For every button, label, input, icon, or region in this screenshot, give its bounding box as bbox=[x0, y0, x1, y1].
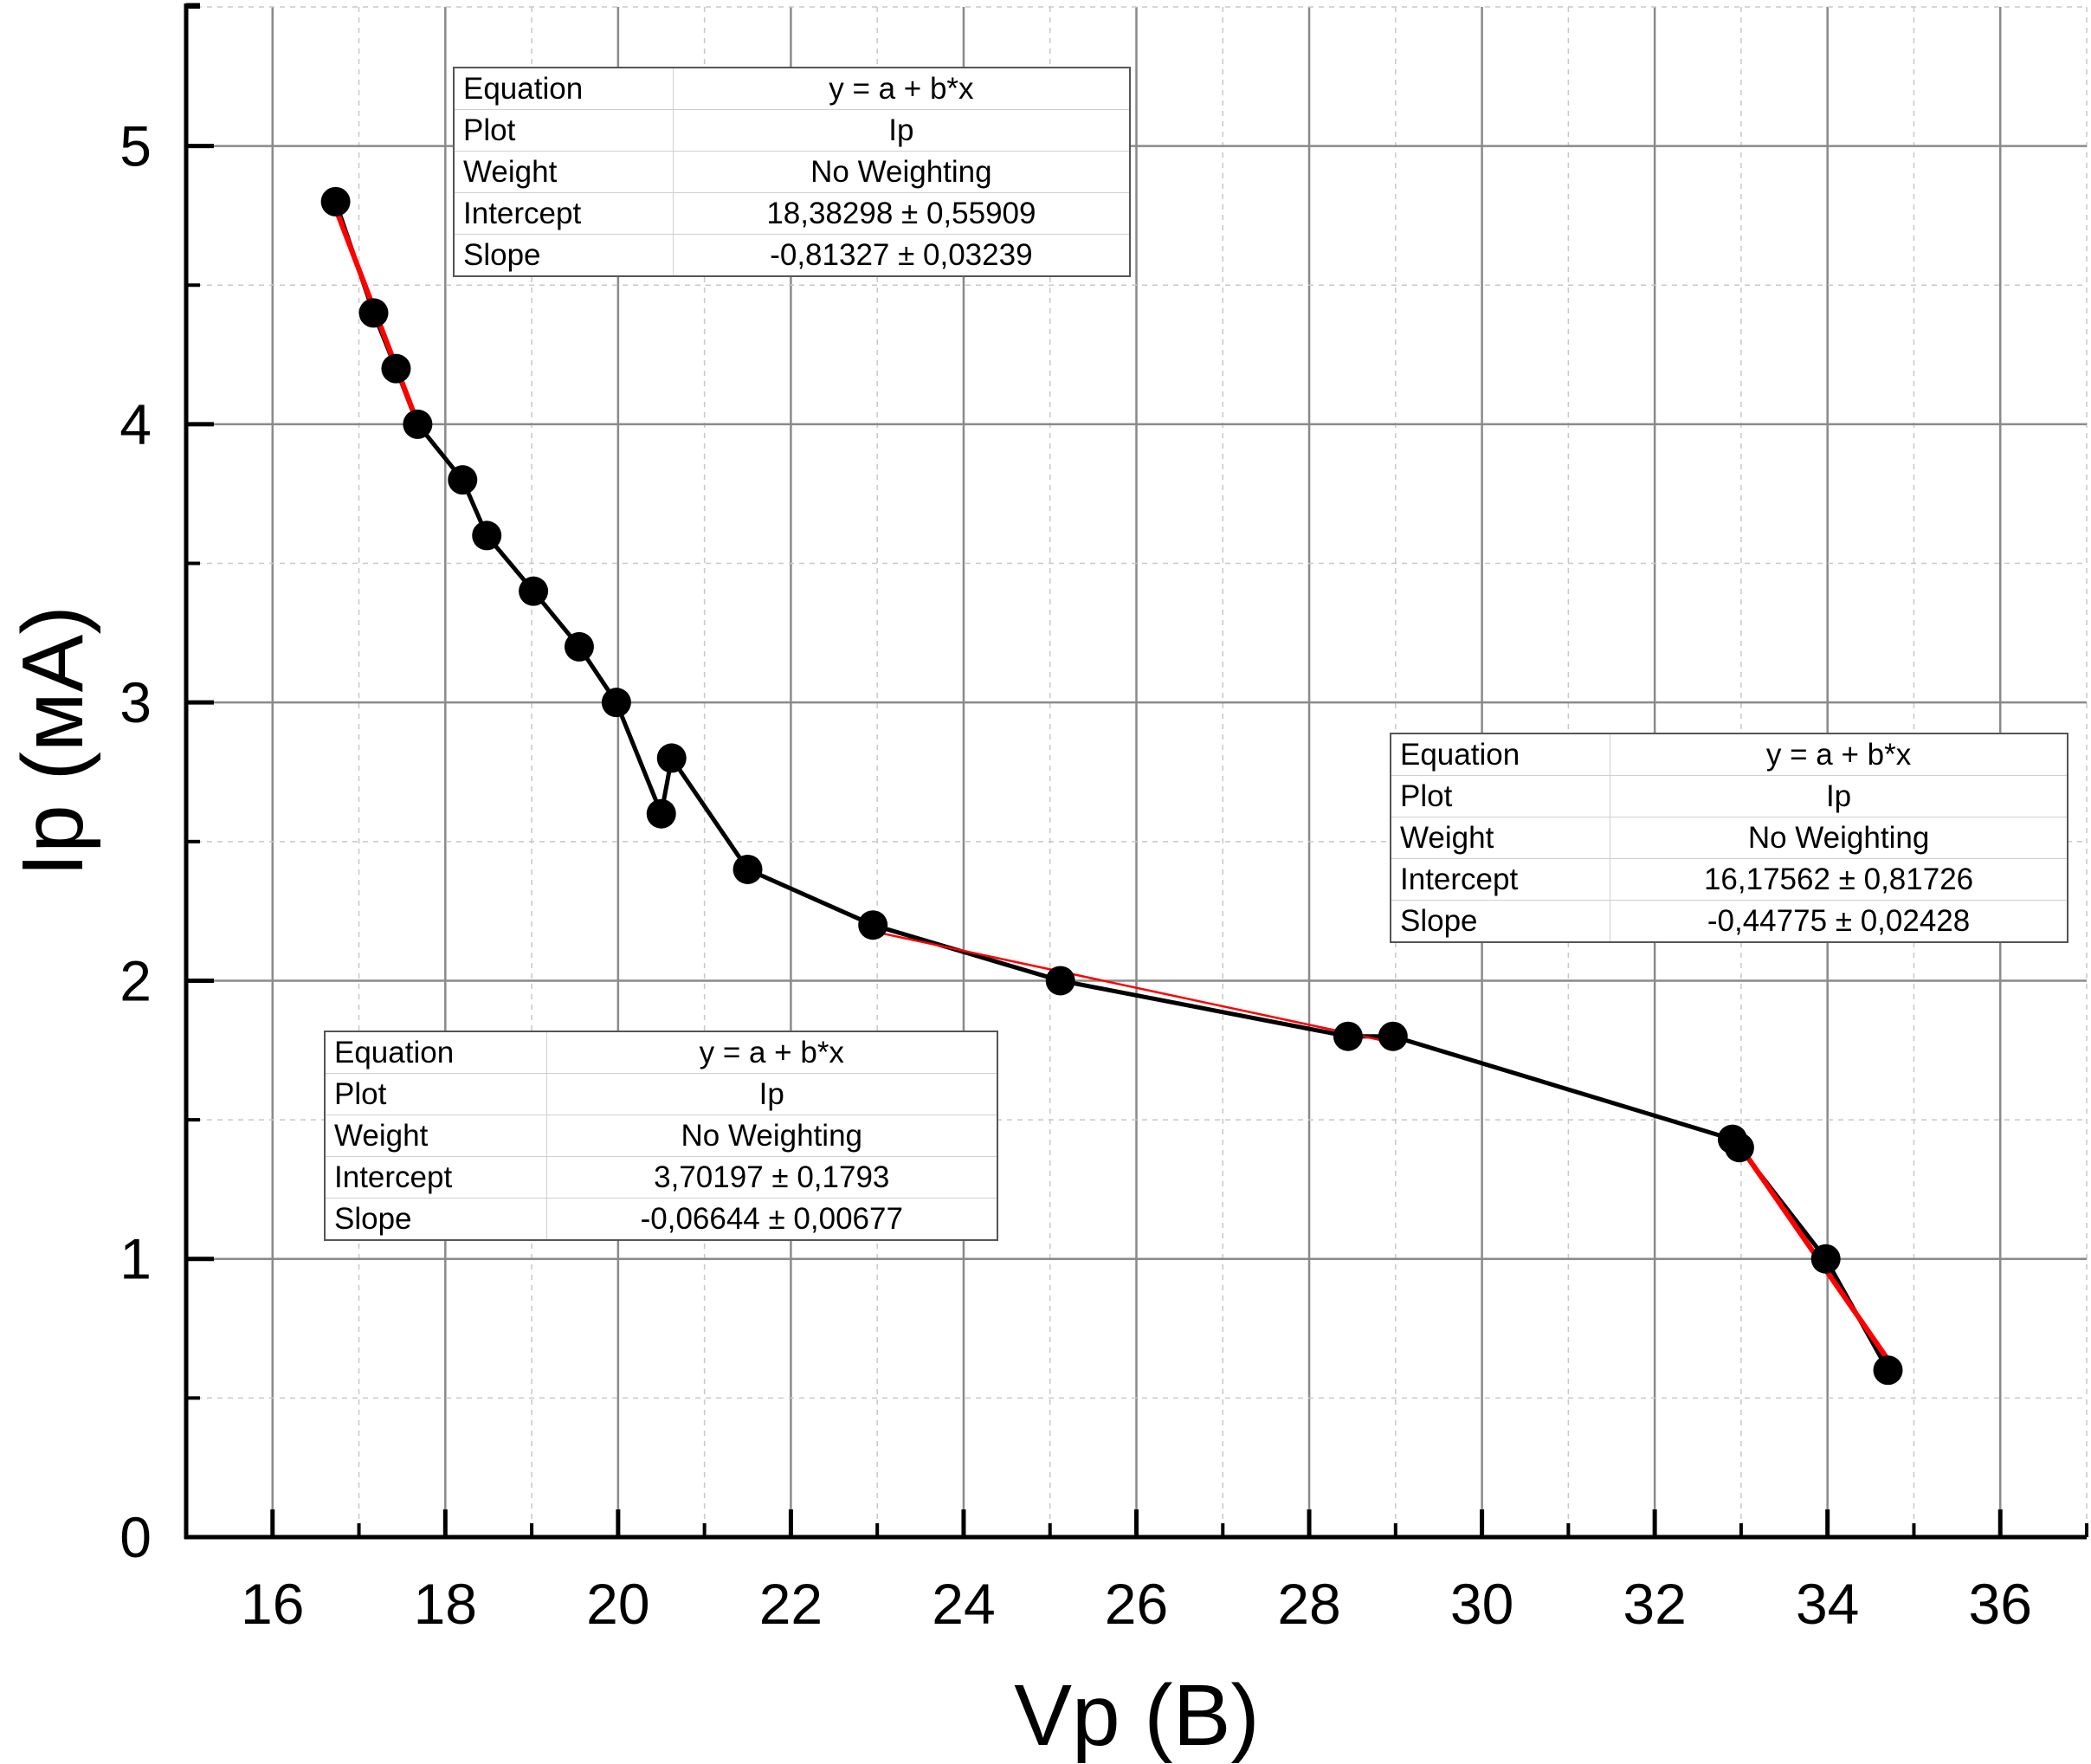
data-point bbox=[358, 298, 389, 328]
fit-row-plot: Plot Ip bbox=[1391, 775, 2068, 817]
y-tick-label: 0 bbox=[119, 1505, 152, 1569]
data-point bbox=[519, 576, 549, 606]
fit-label: Weight bbox=[1391, 817, 1611, 859]
fit-row-weight: Weight No Weighting bbox=[454, 151, 1130, 193]
fit-label: Equation bbox=[454, 68, 674, 110]
data-point bbox=[858, 910, 888, 940]
data-point bbox=[472, 520, 502, 551]
fit-label: Equation bbox=[1391, 733, 1611, 776]
fit-value: No Weighting bbox=[673, 151, 1130, 193]
fit-line bbox=[1729, 1133, 1891, 1363]
data-point bbox=[646, 798, 676, 829]
fit-results-table-right: Equation y = a + b*x Plot Ip Weight No W… bbox=[1390, 733, 2068, 943]
fit-value: y = a + b*x bbox=[1610, 733, 2068, 776]
data-point bbox=[403, 409, 433, 439]
data-point bbox=[1873, 1355, 1903, 1386]
fit-label: Plot bbox=[1391, 775, 1611, 817]
fit-row-equation: Equation y = a + b*x bbox=[454, 68, 1130, 110]
fit-label: Intercept bbox=[325, 1156, 547, 1199]
data-point bbox=[1333, 1021, 1363, 1051]
fit-value: 18,38298 ± 0,55909 bbox=[673, 192, 1130, 235]
x-tick-label: 30 bbox=[1450, 1572, 1513, 1636]
fit-value: Ip bbox=[673, 109, 1130, 152]
fit-row-slope: Slope -0,81327 ± 0,03239 bbox=[454, 234, 1130, 276]
fit-label: Intercept bbox=[454, 192, 674, 235]
data-point bbox=[1724, 1133, 1754, 1163]
fit-label: Intercept bbox=[1391, 858, 1611, 901]
grid bbox=[185, 6, 2088, 1537]
fit-value: 16,17562 ± 0,81726 bbox=[1610, 858, 2068, 901]
y-axis-title: Ip (мА) bbox=[4, 605, 101, 876]
fit-row-weight: Weight No Weighting bbox=[325, 1115, 997, 1157]
x-tick-label: 24 bbox=[932, 1572, 995, 1636]
fit-label: Slope bbox=[1391, 900, 1611, 942]
fit-label: Weight bbox=[454, 151, 674, 193]
fit-results-table-lower: Equation y = a + b*x Plot Ip Weight No W… bbox=[324, 1031, 998, 1241]
data-point bbox=[320, 186, 351, 216]
y-tick-label: 4 bbox=[119, 392, 152, 456]
fit-label: Weight bbox=[325, 1115, 547, 1157]
fit-row-intercept: Intercept 18,38298 ± 0,55909 bbox=[454, 192, 1130, 235]
fit-row-plot: Plot Ip bbox=[454, 109, 1130, 152]
y-tick-label: 2 bbox=[119, 948, 152, 1012]
fit-value: -0,06644 ± 0,00677 bbox=[640, 1201, 903, 1236]
axes bbox=[184, 3, 2088, 1540]
fit-results-table-upper: Equation y = a + b*x Plot Ip Weight No W… bbox=[453, 67, 1131, 277]
fit-row-weight: Weight No Weighting bbox=[1391, 817, 2068, 859]
data-point bbox=[732, 854, 763, 884]
x-tick-label: 32 bbox=[1623, 1572, 1686, 1636]
fit-label: Equation bbox=[325, 1031, 547, 1074]
fit-value: -0,44775 ± 0,02428 bbox=[1707, 903, 1971, 938]
x-tick-label: 22 bbox=[759, 1572, 823, 1636]
x-tick-label: 26 bbox=[1105, 1572, 1168, 1636]
data-point bbox=[1378, 1021, 1408, 1051]
fit-label: Slope bbox=[454, 234, 674, 276]
x-tick-label: 28 bbox=[1277, 1572, 1340, 1636]
x-axis-title: Vp (B) bbox=[1014, 1667, 1259, 1764]
fit-value: 3,70197 ± 0,1793 bbox=[546, 1156, 997, 1199]
x-tick-label: 18 bbox=[414, 1572, 477, 1636]
data-point bbox=[448, 465, 478, 495]
fit-value: No Weighting bbox=[1610, 817, 2068, 859]
fit-value: Ip bbox=[546, 1073, 997, 1115]
y-tick-label: 5 bbox=[119, 114, 152, 178]
fit-value: y = a + b*x bbox=[673, 68, 1130, 110]
x-tick-label: 16 bbox=[241, 1572, 304, 1636]
fit-value: Ip bbox=[1610, 775, 2068, 817]
x-tick-label: 20 bbox=[586, 1572, 649, 1636]
fit-value: y = a + b*x bbox=[546, 1031, 997, 1074]
fit-row-equation: Equation y = a + b*x bbox=[325, 1031, 997, 1074]
fit-row-intercept: Intercept 16,17562 ± 0,81726 bbox=[1391, 858, 2068, 901]
x-tick-label: 36 bbox=[1969, 1572, 2032, 1636]
fit-row-intercept: Intercept 3,70197 ± 0,1793 bbox=[325, 1156, 997, 1199]
fit-label: Plot bbox=[325, 1073, 547, 1115]
fit-row-slope: Slope -0,44775 ± 0,02428 bbox=[1391, 900, 2068, 942]
data-points bbox=[320, 186, 1903, 1386]
fit-row-equation: Equation y = a + b*x bbox=[1391, 733, 2068, 776]
fit-row-plot: Plot Ip bbox=[325, 1073, 997, 1115]
data-point bbox=[564, 631, 594, 662]
fit-value: -0,81327 ± 0,03239 bbox=[770, 237, 1033, 272]
x-tick-label: 34 bbox=[1796, 1572, 1859, 1636]
data-point bbox=[1810, 1244, 1841, 1274]
fit-label: Slope bbox=[325, 1198, 547, 1240]
fit-value: No Weighting bbox=[546, 1115, 997, 1157]
data-point bbox=[601, 688, 631, 718]
y-tick-label: 1 bbox=[119, 1227, 152, 1291]
fit-label: Plot bbox=[454, 109, 674, 152]
fit-row-slope: Slope -0,06644 ± 0,00677 bbox=[325, 1198, 997, 1240]
y-tick-label: 3 bbox=[119, 670, 152, 734]
data-point bbox=[1045, 966, 1075, 996]
data-point bbox=[381, 353, 411, 384]
fit-line bbox=[871, 930, 1395, 1044]
data-point bbox=[656, 743, 687, 773]
